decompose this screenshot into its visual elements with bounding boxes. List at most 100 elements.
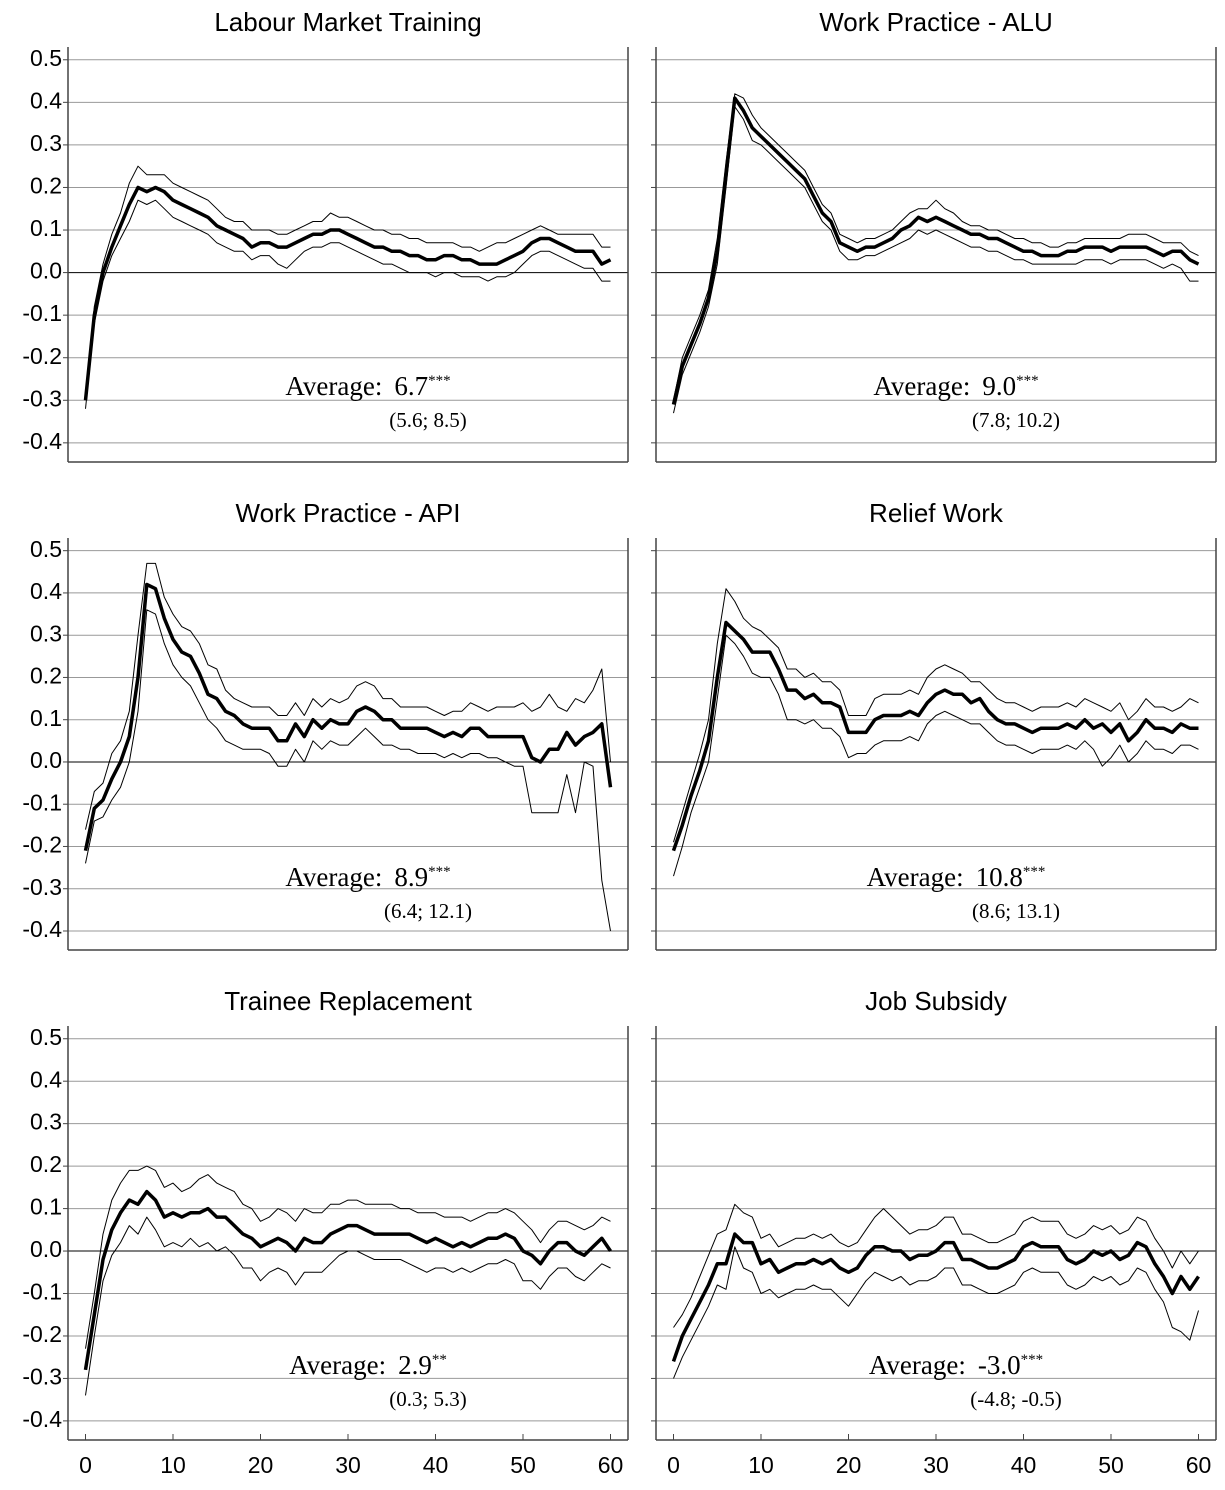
y-tick-label: 0.5 bbox=[30, 1024, 62, 1050]
series-line bbox=[85, 199, 611, 409]
average-note: Average: 6.7*** bbox=[285, 371, 450, 401]
average-note: Average: 8.9*** bbox=[285, 862, 450, 892]
average-note: Average: 10.8*** bbox=[867, 862, 1046, 892]
x-tick-label: 20 bbox=[248, 1452, 274, 1478]
y-tick-label: 0.1 bbox=[30, 215, 62, 241]
series-line bbox=[85, 562, 611, 830]
chart-title: Work Practice - ALU bbox=[819, 7, 1053, 37]
y-tick-label: 0.3 bbox=[30, 1109, 62, 1135]
average-value: -3.0 bbox=[978, 1350, 1021, 1380]
y-tick-label: -0.1 bbox=[22, 1279, 62, 1305]
x-tick-label: 0 bbox=[667, 1452, 680, 1478]
x-tick-label: 40 bbox=[1011, 1452, 1037, 1478]
significance-stars: *** bbox=[428, 373, 451, 389]
series-line bbox=[83, 1189, 612, 1371]
average-value: 10.8 bbox=[976, 862, 1023, 892]
significance-stars: *** bbox=[428, 864, 451, 880]
average-note: Average: 2.9** bbox=[289, 1350, 447, 1380]
y-tick-label: 0.4 bbox=[30, 578, 62, 604]
average-label: Average: bbox=[289, 1350, 386, 1380]
confidence-interval: (6.4; 12.1) bbox=[384, 899, 472, 923]
panel: Job Subsidy 0 10 20 30 40 50 60 Average: -3.0*** (… bbox=[651, 986, 1217, 1478]
x-tick-label: 20 bbox=[836, 1452, 862, 1478]
average-label: Average: bbox=[285, 862, 382, 892]
y-tick-label: 0.3 bbox=[30, 620, 62, 646]
series-line bbox=[673, 1203, 1199, 1328]
y-tick-label: 0.0 bbox=[30, 747, 62, 773]
x-tick-label: 60 bbox=[598, 1452, 624, 1478]
x-tick-label: 40 bbox=[423, 1452, 449, 1478]
series-line bbox=[673, 588, 1199, 843]
x-tick-label: 60 bbox=[1186, 1452, 1212, 1478]
y-tick-label: -0.4 bbox=[22, 428, 62, 454]
confidence-interval: (0.3; 5.3) bbox=[389, 1387, 467, 1411]
chart-title: Relief Work bbox=[869, 498, 1004, 528]
chart-title: Trainee Replacement bbox=[224, 986, 472, 1016]
y-tick-label: -0.3 bbox=[22, 385, 62, 411]
x-tick-label: 0 bbox=[79, 1452, 92, 1478]
y-tick-label: 0.2 bbox=[30, 1151, 62, 1177]
average-label: Average: bbox=[873, 371, 970, 401]
y-tick-label: 0.1 bbox=[30, 1194, 62, 1220]
y-tick-label: -0.1 bbox=[22, 789, 62, 815]
average-note: Average: -3.0*** bbox=[869, 1350, 1043, 1380]
x-tick-label: 10 bbox=[160, 1452, 186, 1478]
series-line bbox=[85, 165, 611, 397]
series-line bbox=[83, 185, 612, 401]
significance-stars: *** bbox=[1023, 864, 1046, 880]
y-tick-label: 0.4 bbox=[30, 1066, 62, 1092]
average-note: Average: 9.0*** bbox=[873, 371, 1038, 401]
significance-stars: *** bbox=[1021, 1352, 1044, 1368]
y-tick-label: -0.3 bbox=[22, 874, 62, 900]
average-value: 9.0 bbox=[982, 371, 1016, 401]
y-tick-label: -0.2 bbox=[22, 1321, 62, 1347]
average-label: Average: bbox=[869, 1350, 966, 1380]
panel: Work Practice - ALU Average: 9.0*** (7.8; 1… bbox=[651, 7, 1217, 463]
series-line bbox=[671, 620, 1199, 852]
significance-stars: *** bbox=[1016, 373, 1039, 389]
confidence-interval: (-4.8; -0.5) bbox=[970, 1387, 1062, 1411]
x-tick-label: 50 bbox=[1098, 1452, 1124, 1478]
x-tick-label: 10 bbox=[748, 1452, 774, 1478]
y-tick-label: 0.3 bbox=[30, 130, 62, 156]
confidence-interval: (8.6; 13.1) bbox=[972, 899, 1060, 923]
panel: Relief Work Average: 10.8*** (8.6; 13.1) bbox=[651, 498, 1217, 951]
panel: Labour Market Training 0.5 0.4 0.3 0.2 0.1 0.0… bbox=[22, 7, 629, 463]
panel: Work Practice - API 0.5 0.4 0.3 0.2 0.1 0.0 -0.… bbox=[22, 498, 629, 951]
y-tick-label: -0.1 bbox=[22, 300, 62, 326]
series-line bbox=[671, 1232, 1200, 1362]
y-tick-label: 0.2 bbox=[30, 173, 62, 199]
series-line bbox=[673, 93, 1199, 401]
series-line bbox=[83, 582, 613, 852]
series-line bbox=[85, 1165, 611, 1349]
y-tick-label: -0.2 bbox=[22, 832, 62, 858]
average-value: 8.9 bbox=[394, 862, 428, 892]
y-tick-label: -0.3 bbox=[22, 1364, 62, 1390]
panel: Trainee Replacement 0.5 0.4 0.3 0.2 0.1 0.0 -0.… bbox=[22, 986, 629, 1478]
series-line bbox=[673, 634, 1199, 877]
y-tick-label: -0.4 bbox=[22, 916, 62, 942]
series-line bbox=[671, 96, 1200, 405]
series-line bbox=[85, 1216, 611, 1396]
chart-title: Work Practice - API bbox=[236, 498, 461, 528]
y-tick-label: 0.5 bbox=[30, 45, 62, 71]
average-label: Average: bbox=[285, 371, 382, 401]
confidence-interval: (7.8; 10.2) bbox=[972, 408, 1060, 432]
y-tick-label: -0.4 bbox=[22, 1406, 62, 1432]
y-tick-label: 0.1 bbox=[30, 705, 62, 731]
series-line bbox=[673, 106, 1199, 414]
y-tick-label: 0.4 bbox=[30, 87, 62, 113]
x-tick-label: 30 bbox=[335, 1452, 361, 1478]
confidence-interval: (5.6; 8.5) bbox=[389, 408, 467, 432]
average-value: 6.7 bbox=[394, 371, 428, 401]
chart-title: Job Subsidy bbox=[865, 986, 1007, 1016]
chart-title: Labour Market Training bbox=[214, 7, 481, 37]
y-tick-label: -0.2 bbox=[22, 343, 62, 369]
average-label: Average: bbox=[867, 862, 964, 892]
x-tick-label: 30 bbox=[923, 1452, 949, 1478]
y-tick-label: 0.2 bbox=[30, 663, 62, 689]
series-line bbox=[673, 1246, 1199, 1379]
x-tick-label: 50 bbox=[510, 1452, 536, 1478]
y-tick-label: 0.0 bbox=[30, 1236, 62, 1262]
